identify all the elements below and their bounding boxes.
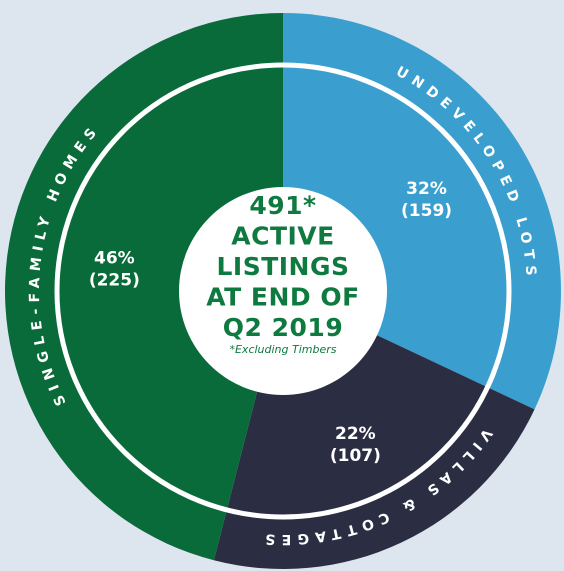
value-label: 46% (94, 249, 135, 269)
subtitle: *Excluding Timbers (229, 343, 336, 356)
slice (4, 13, 284, 561)
center-title: AT END OF (206, 283, 359, 312)
center-disc (179, 187, 387, 395)
count-label: (107) (330, 446, 381, 466)
value-label: 32% (406, 179, 447, 199)
center-title: ACTIVE (231, 222, 334, 251)
center-title: Q2 2019 (223, 313, 343, 342)
count-label: (225) (89, 271, 140, 291)
value-label: 22% (335, 424, 376, 444)
center-title: 491* (249, 191, 316, 220)
inner-ring (54, 62, 512, 520)
center-title: LISTINGS (216, 252, 349, 281)
count-label: (159) (401, 201, 452, 221)
